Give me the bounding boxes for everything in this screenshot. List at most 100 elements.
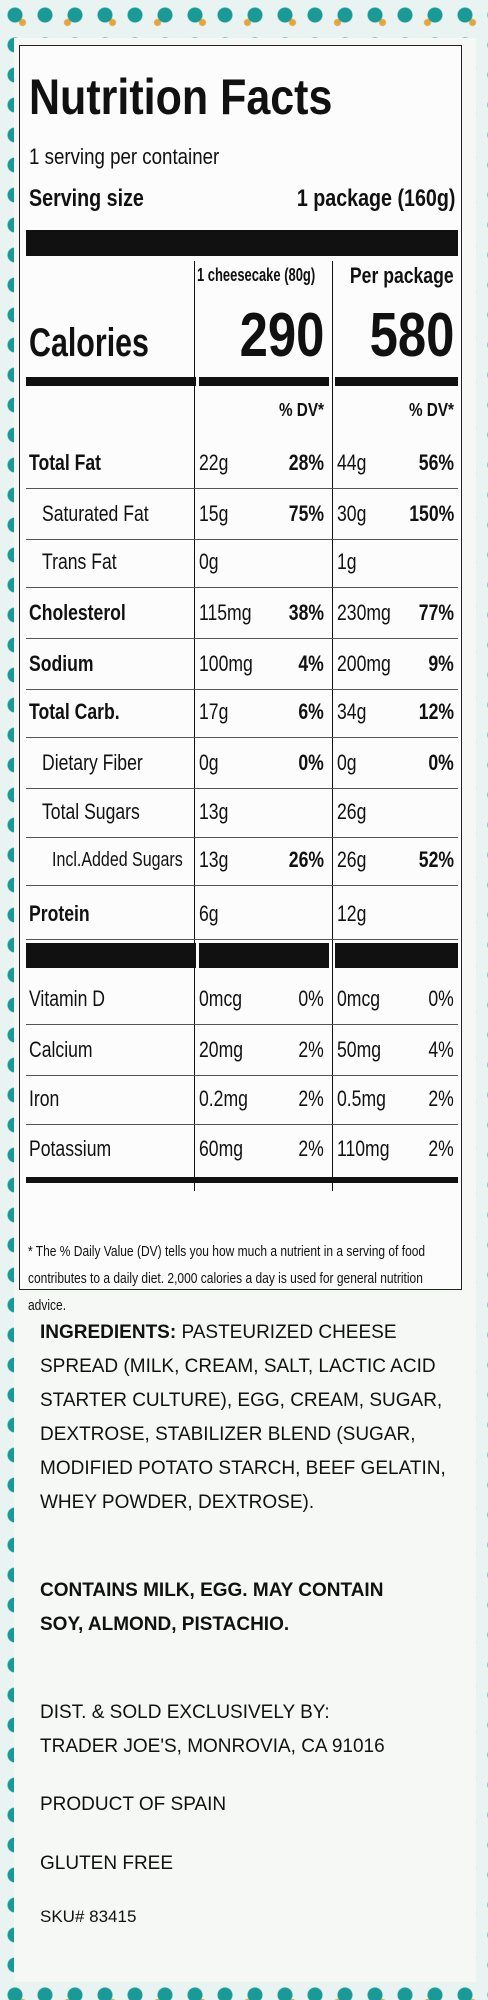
servings: 1 serving per container: [29, 143, 220, 169]
nutrient-name: Calcium: [29, 1036, 93, 1062]
row-divider: [26, 1024, 458, 1025]
daily-value: 52%: [418, 846, 454, 872]
nutrient-name: Cholesterol: [29, 599, 126, 625]
amount: 230mg: [337, 599, 391, 625]
amount: 115mg: [199, 599, 252, 625]
ingredients: INGREDIENTS: PASTEURIZED CHEESE SPREAD (…: [40, 1316, 450, 1520]
daily-value: 0%: [298, 749, 324, 775]
nutrient-name: Iron: [29, 1085, 60, 1111]
dv-header: % DV*: [278, 400, 324, 421]
daily-value: 2%: [298, 1036, 324, 1062]
daily-value: 4%: [298, 650, 324, 676]
thick-bar: [335, 943, 458, 968]
daily-value: 6%: [298, 698, 324, 724]
daily-value: 150%: [408, 500, 454, 526]
amount: 30g: [337, 500, 367, 526]
daily-value: 77%: [418, 599, 454, 625]
daily-value: 56%: [418, 449, 454, 475]
nutrient-name: Total Carb.: [29, 698, 120, 724]
amount: 0mcg: [337, 985, 381, 1011]
distributor: TRADER JOE'S, MONROVIA, CA 91016: [40, 1736, 385, 1757]
thick-bar: [199, 943, 329, 968]
distributor: DIST. & SOLD EXCLUSIVELY BY:: [40, 1702, 330, 1723]
row-divider: [26, 488, 458, 489]
calories-label: Calories: [29, 321, 149, 365]
daily-value: 0%: [428, 985, 454, 1011]
row-divider: [26, 788, 458, 789]
amount: 50mg: [337, 1036, 382, 1062]
amount: 20mg: [199, 1036, 244, 1062]
amount: 0g: [337, 749, 357, 775]
thick-bar: [26, 1177, 458, 1183]
row-divider: [26, 587, 458, 588]
thick-bar: [26, 377, 196, 386]
nutrient-name: Sodium: [29, 650, 94, 676]
sku: SKU# 83415: [40, 1907, 137, 1926]
amount: 12g: [337, 900, 367, 926]
amount: 110mg: [337, 1135, 390, 1161]
daily-value: 9%: [428, 650, 454, 676]
amount: 17g: [199, 698, 229, 724]
amount: 22g: [199, 449, 229, 475]
amount: 0g: [199, 749, 219, 775]
nutrient-name: Vitamin D: [29, 985, 105, 1011]
amount: 1g: [337, 548, 357, 574]
calories-value: 580: [369, 300, 454, 370]
amount: 6g: [199, 900, 219, 926]
column-header: Per package: [350, 262, 454, 288]
row-divider: [26, 1075, 458, 1076]
daily-value: 12%: [418, 698, 454, 724]
daily-value: 2%: [428, 1135, 454, 1161]
column-header: 1 cheesecake (80g): [197, 265, 316, 286]
daily-value: 2%: [428, 1085, 454, 1111]
nutrient-name: Saturated Fat: [42, 500, 149, 526]
thick-bar: [26, 230, 458, 256]
amount: 60mg: [199, 1135, 244, 1161]
daily-value: 38%: [288, 599, 324, 625]
row-divider: [26, 1124, 458, 1125]
nutrient-name: Total Sugars: [42, 798, 140, 824]
amount: 44g: [337, 449, 367, 475]
daily-value: 2%: [298, 1085, 324, 1111]
amount: 13g: [199, 798, 229, 824]
ingredients-text: PASTEURIZED CHEESE SPREAD (MILK, CREAM, …: [40, 1322, 446, 1513]
footnote: * The % Daily Value (DV) tells you how m…: [28, 1243, 426, 1314]
amount: 15g: [199, 500, 229, 526]
calories-value: 290: [239, 300, 324, 370]
daily-value: 0%: [428, 749, 454, 775]
nutrient-name: Total Fat: [29, 449, 102, 475]
daily-value: 0%: [298, 985, 324, 1011]
amount: 13g: [199, 846, 229, 872]
amount: 26g: [337, 798, 367, 824]
nutrient-name: Incl.Added Sugars: [52, 849, 183, 871]
dv-header: % DV*: [408, 400, 454, 421]
thick-bar: [26, 943, 196, 968]
daily-value: 75%: [288, 500, 324, 526]
nutrient-name: Protein: [29, 900, 90, 926]
daily-value: 4%: [428, 1036, 454, 1062]
amount: 0g: [199, 548, 219, 574]
thick-bar: [335, 377, 458, 386]
nutrient-name: Potassium: [29, 1135, 112, 1161]
ingredients-label: INGREDIENTS:: [40, 1322, 177, 1343]
allergens: CONTAINS MILK, EGG. MAY CONTAIN SOY, ALM…: [40, 1580, 384, 1635]
nutrition-label: Nutrition Facts 1 serving per container Se…: [19, 45, 462, 1314]
amount: 0.5mg: [337, 1085, 386, 1111]
amount: 0.2mg: [199, 1085, 248, 1111]
row-divider: [26, 737, 458, 738]
amount: 26g: [337, 846, 367, 872]
origin: PRODUCT OF SPAIN: [40, 1794, 227, 1815]
amount: 200mg: [337, 650, 391, 676]
daily-value: 28%: [288, 449, 324, 475]
row-divider: [26, 885, 458, 886]
serving-size-label: Serving size: [29, 184, 144, 212]
row-divider: [26, 689, 458, 690]
amount: 0mcg: [199, 985, 243, 1011]
thick-bar: [199, 377, 329, 386]
daily-value: 26%: [288, 846, 324, 872]
daily-value: 2%: [298, 1135, 324, 1161]
row-divider: [26, 837, 458, 838]
row-divider: [26, 939, 458, 940]
serving-size-value: 1 package (160g): [296, 184, 455, 212]
